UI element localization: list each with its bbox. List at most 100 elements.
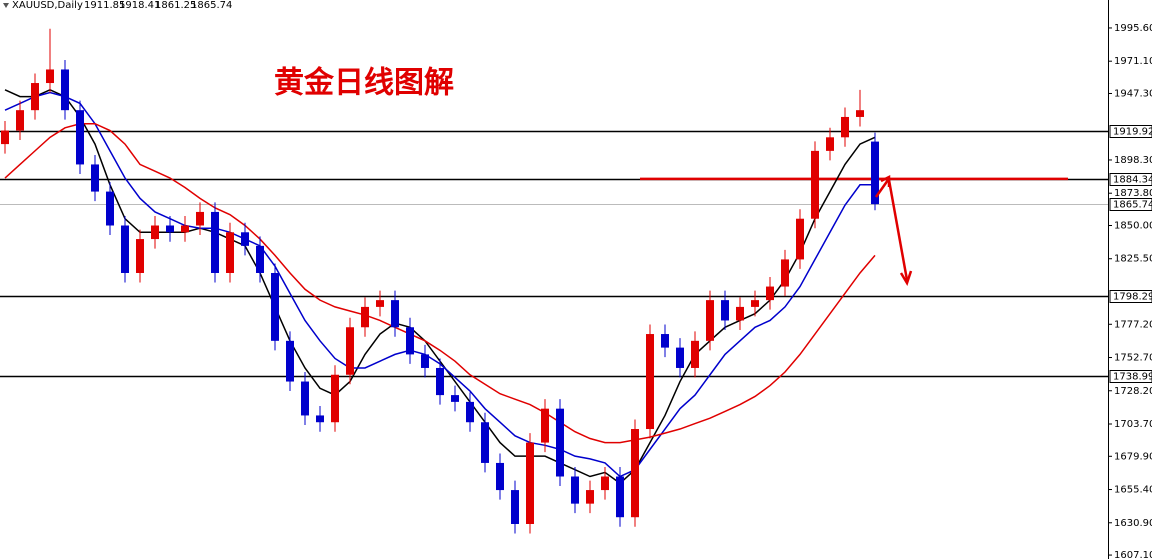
y-tick-label: 1630.90 bbox=[1114, 518, 1152, 529]
candle-body bbox=[166, 225, 174, 233]
candle-body bbox=[61, 69, 69, 111]
level-label: 1738.99 bbox=[1113, 372, 1152, 383]
candle-body bbox=[106, 191, 114, 226]
arrow-up bbox=[874, 179, 890, 198]
price-label: 1865.74 bbox=[1113, 200, 1152, 211]
level-label-box bbox=[1109, 125, 1152, 138]
candle-body bbox=[586, 490, 594, 504]
arrow-down-head bbox=[899, 270, 913, 286]
candle-body bbox=[601, 476, 609, 491]
candle-body bbox=[661, 334, 669, 348]
candle-body bbox=[706, 300, 714, 341]
candle-body bbox=[526, 442, 534, 524]
candle-body bbox=[781, 259, 789, 287]
candle-body bbox=[436, 367, 444, 396]
symbol: XAUUSD,Daily bbox=[12, 0, 83, 11]
candle-body bbox=[301, 381, 309, 416]
header-low: 1861.25 bbox=[155, 0, 196, 11]
plot-area bbox=[0, 28, 1108, 534]
candle-body bbox=[691, 340, 699, 368]
header-open: 1911.85 bbox=[84, 0, 125, 11]
y-tick-label: 1777.20 bbox=[1114, 319, 1152, 330]
candle-body bbox=[226, 232, 234, 273]
y-tick-label: 1850.00 bbox=[1114, 220, 1152, 231]
candle-body bbox=[376, 300, 384, 307]
candle-body bbox=[721, 300, 729, 321]
candle-body bbox=[46, 69, 54, 84]
candle-body bbox=[496, 462, 504, 491]
price-label-box bbox=[1109, 198, 1152, 211]
candle-body bbox=[556, 408, 564, 477]
level-label-box bbox=[1109, 173, 1152, 186]
header-close: 1865.74 bbox=[191, 0, 232, 11]
header-high: 1918.41 bbox=[119, 0, 160, 11]
candle-body bbox=[466, 401, 474, 423]
candle-body bbox=[796, 218, 804, 260]
candle-body bbox=[121, 225, 129, 273]
candle-body bbox=[1, 130, 9, 145]
y-tick-label: 1947.30 bbox=[1114, 88, 1152, 99]
candle-body bbox=[136, 239, 144, 273]
candle-body bbox=[406, 327, 414, 355]
candle-body bbox=[541, 408, 549, 443]
candle-body bbox=[856, 110, 864, 117]
candle-body bbox=[331, 374, 339, 423]
candle-body bbox=[736, 306, 744, 321]
y-tick-label: 1728.20 bbox=[1114, 386, 1152, 397]
level-label: 1798.29 bbox=[1113, 292, 1152, 303]
level-label-box bbox=[1109, 370, 1152, 383]
candle-body bbox=[316, 415, 324, 423]
y-tick-label: 1995.60 bbox=[1114, 23, 1152, 34]
moving-average bbox=[4, 122, 876, 444]
candle-body bbox=[451, 395, 459, 402]
candle-body bbox=[211, 211, 219, 273]
arrow-down bbox=[887, 179, 909, 281]
candle-body bbox=[811, 150, 819, 219]
candle-body bbox=[91, 164, 99, 192]
y-tick-label: 1752.70 bbox=[1114, 353, 1152, 364]
candle-body bbox=[616, 476, 624, 518]
y-tick-label: 1898.30 bbox=[1114, 155, 1152, 166]
candle-body bbox=[751, 300, 759, 307]
y-tick-label: 1703.70 bbox=[1114, 419, 1152, 430]
level-label: 1919.92 bbox=[1113, 127, 1152, 138]
candle-body bbox=[481, 422, 489, 463]
y-tick-label: 1655.40 bbox=[1114, 485, 1152, 496]
y-tick-label: 1971.10 bbox=[1114, 56, 1152, 67]
chart-title: 黄金日线图解 bbox=[274, 66, 454, 101]
candle-body bbox=[256, 245, 264, 273]
level-label-box bbox=[1109, 290, 1152, 303]
candle-body bbox=[841, 116, 849, 138]
candle-body bbox=[286, 340, 294, 382]
candle-body bbox=[16, 110, 24, 131]
candle-body bbox=[646, 334, 654, 430]
candle-body bbox=[421, 354, 429, 368]
y-tick-label: 1607.10 bbox=[1114, 550, 1152, 559]
candle-body bbox=[181, 225, 189, 233]
y-tick-label: 1679.90 bbox=[1114, 451, 1152, 462]
level-label: 1884.34 bbox=[1113, 175, 1152, 186]
candle-body bbox=[241, 232, 249, 246]
candle-body bbox=[826, 137, 834, 151]
candle-body bbox=[271, 272, 279, 341]
candle-body bbox=[871, 141, 879, 205]
candle-body bbox=[766, 286, 774, 301]
symbol-icon bbox=[3, 3, 9, 8]
candle-body bbox=[511, 490, 519, 524]
candle-body bbox=[346, 327, 354, 375]
candle-body bbox=[631, 429, 639, 518]
forecast-arrow bbox=[874, 174, 913, 286]
y-tick-label: 1873.80 bbox=[1114, 188, 1152, 199]
price-scale: 1995.60 1971.10 1947.30 1898.30 1873.80 1850.… bbox=[1108, 23, 1152, 559]
candle-body bbox=[151, 225, 159, 240]
candle-body bbox=[196, 211, 204, 226]
header: XAUUSD,Daily 1911.85 1918.41 1861.25 186… bbox=[3, 0, 232, 11]
candle-body bbox=[676, 347, 684, 368]
y-tick-label: 1825.50 bbox=[1114, 254, 1152, 265]
candle-body bbox=[31, 83, 39, 111]
candle-body bbox=[391, 300, 399, 328]
candle-body bbox=[571, 476, 579, 504]
